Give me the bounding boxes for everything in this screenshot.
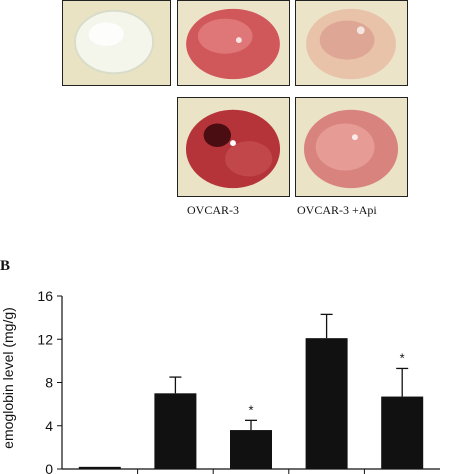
y-axis-label: emoglobin level (mg/g): [0, 307, 16, 449]
bar-3: [230, 430, 272, 469]
plug-image-pink: [303, 109, 399, 189]
y-tick-label: 16: [37, 288, 53, 304]
y-tick-label: 8: [45, 375, 53, 391]
plug-image-dark-red: [185, 109, 281, 189]
photo-label-ovcar3-api: OVCAR-3 +Api: [297, 203, 377, 217]
significance-marker-3: *: [248, 402, 253, 417]
panel-b-label: B: [0, 258, 11, 274]
plug-image-pale-red: [306, 8, 396, 80]
significance-marker-5: *: [400, 350, 405, 365]
plug-image-red: [186, 8, 280, 80]
bar-5: [381, 396, 424, 469]
matrigel-plug-photo-2: [177, 0, 290, 86]
hemoglobin-bar-chart: emoglobin level (mg/g) 0 4 8 12 16 * *: [0, 288, 440, 474]
plug-image-translucent: [74, 9, 155, 75]
y-tick-label: 0: [45, 461, 53, 474]
bar-4: [305, 338, 348, 469]
matrigel-plug-photo-ovcar3: [177, 97, 290, 197]
photo-label-ovcar3: OVCAR-3: [187, 203, 240, 217]
bar-2: [154, 393, 197, 469]
matrigel-plug-photo-control: [62, 0, 171, 86]
y-tick-label: 4: [45, 418, 53, 434]
bar-1: [78, 466, 121, 469]
y-tick-label: 12: [37, 331, 53, 347]
matrigel-plug-photo-ovcar3-api: [295, 97, 408, 197]
matrigel-plug-photo-3: [295, 0, 408, 86]
